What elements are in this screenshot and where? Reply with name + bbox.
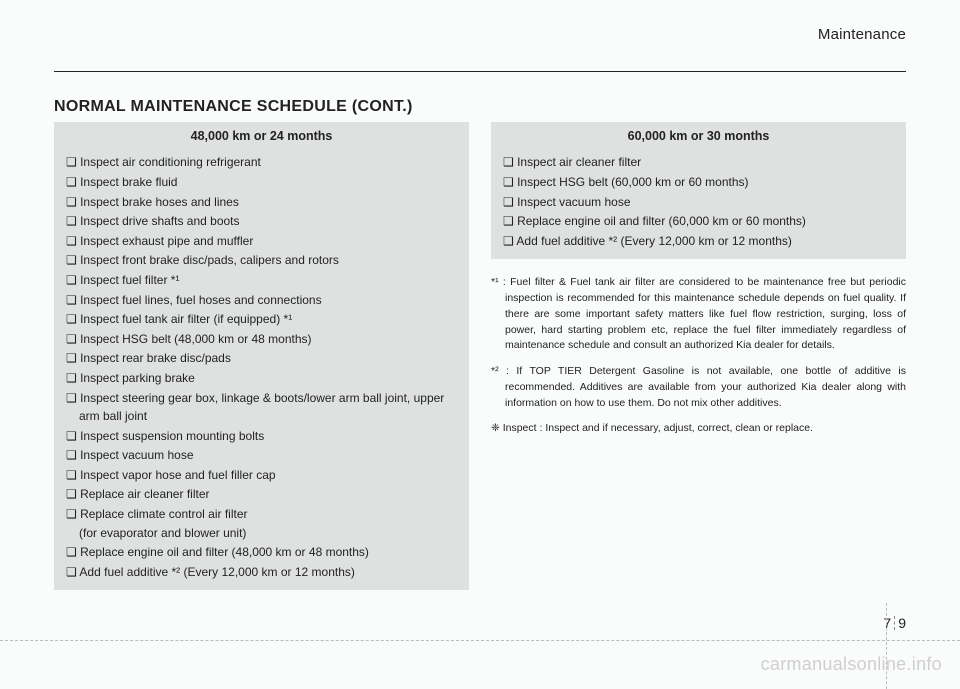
right-box-heading: 60,000 km or 30 months xyxy=(491,122,906,150)
page-title: NORMAL MAINTENANCE SCHEDULE (CONT.) xyxy=(54,98,906,116)
right-column: 60,000 km or 30 months ❑ Inspect air cle… xyxy=(491,122,906,590)
footnotes: *¹ : Fuel filter & Fuel tank air filter … xyxy=(491,275,906,437)
list-item: ❑ Inspect vacuum hose xyxy=(503,193,894,212)
section-header: Maintenance xyxy=(54,26,906,43)
list-item: ❑ Inspect fuel lines, fuel hoses and con… xyxy=(66,291,457,310)
list-item: ❑ Add fuel additive *² (Every 12,000 km … xyxy=(503,232,894,251)
footnote-3: ❈ Inspect : Inspect and if necessary, ad… xyxy=(491,421,906,437)
list-item: ❑ Replace engine oil and filter (60,000 … xyxy=(503,212,894,231)
left-box-heading: 48,000 km or 24 months xyxy=(54,122,469,150)
list-item: ❑ Inspect front brake disc/pads, caliper… xyxy=(66,251,457,270)
list-item: ❑ Inspect drive shafts and boots xyxy=(66,212,457,231)
list-item: ❑ Replace engine oil and filter (48,000 … xyxy=(66,543,457,562)
list-item: ❑ Replace air cleaner filter xyxy=(66,485,457,504)
list-item: ❑ Inspect brake hoses and lines xyxy=(66,193,457,212)
list-item: ❑ Inspect exhaust pipe and muffler xyxy=(66,232,457,251)
watermark: carmanualsonline.info xyxy=(761,654,942,675)
page-content: Maintenance NORMAL MAINTENANCE SCHEDULE … xyxy=(0,0,960,590)
list-item: ❑ Inspect steering gear box, linkage & b… xyxy=(66,389,457,426)
right-box-body: ❑ Inspect air cleaner filter ❑ Inspect H… xyxy=(491,150,906,259)
list-item: ❑ Inspect suspension mounting bolts xyxy=(66,427,457,446)
page-separator xyxy=(894,616,895,630)
left-column: 48,000 km or 24 months ❑ Inspect air con… xyxy=(54,122,469,590)
list-item-sub: (for evaporator and blower unit) xyxy=(66,524,457,543)
footnote-2: *² : If TOP TIER Detergent Gasoline is n… xyxy=(491,364,906,411)
left-box-body: ❑ Inspect air conditioning refrigerant ❑… xyxy=(54,150,469,590)
columns: 48,000 km or 24 months ❑ Inspect air con… xyxy=(54,122,906,590)
list-item: ❑ Add fuel additive *² (Every 12,000 km … xyxy=(66,563,457,582)
list-item: ❑ Inspect air cleaner filter xyxy=(503,153,894,172)
list-item: ❑ Replace climate control air filter xyxy=(66,505,457,524)
list-item: ❑ Inspect vapor hose and fuel filler cap xyxy=(66,466,457,485)
list-item: ❑ Inspect rear brake disc/pads xyxy=(66,349,457,368)
footnote-1: *¹ : Fuel filter & Fuel tank air filter … xyxy=(491,275,906,354)
list-item: ❑ Inspect HSG belt (60,000 km or 60 mont… xyxy=(503,173,894,192)
list-item: ❑ Inspect HSG belt (48,000 km or 48 mont… xyxy=(66,330,457,349)
header-rule xyxy=(54,71,906,72)
dash-vertical xyxy=(886,603,887,689)
list-item: ❑ Inspect vacuum hose xyxy=(66,446,457,465)
dash-horizontal xyxy=(0,640,960,641)
left-box: 48,000 km or 24 months ❑ Inspect air con… xyxy=(54,122,469,590)
list-item: ❑ Inspect fuel tank air filter (if equip… xyxy=(66,310,457,329)
page-index: 9 xyxy=(898,615,906,631)
right-box: 60,000 km or 30 months ❑ Inspect air cle… xyxy=(491,122,906,259)
list-item: ❑ Inspect brake fluid xyxy=(66,173,457,192)
chapter-number: 7 xyxy=(883,615,891,631)
list-item: ❑ Inspect fuel filter *¹ xyxy=(66,271,457,290)
list-item: ❑ Inspect air conditioning refrigerant xyxy=(66,153,457,172)
list-item: ❑ Inspect parking brake xyxy=(66,369,457,388)
